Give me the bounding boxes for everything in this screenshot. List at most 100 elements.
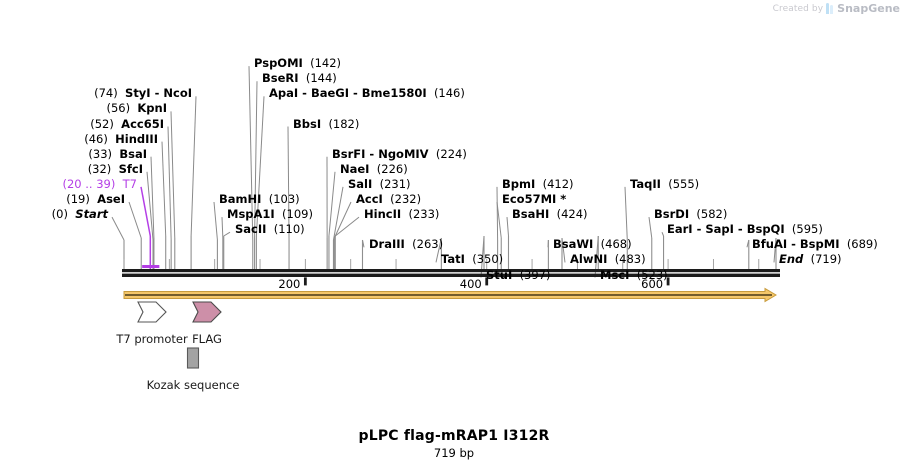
site-label-bsrdi: BsrDI (582) [654,208,727,220]
leader-line-bbsi [287,126,290,241]
snapgene-logo-icon [826,3,834,14]
site-name: AlwNI [570,252,608,267]
leader-line-bamhi [213,201,218,241]
site-label-bsawi: BsaWI (468) [553,238,632,250]
site-position: (46) [84,131,108,146]
site-label-styi: (74) StyI - NcoI [94,86,192,101]
site-name: StuI [486,267,513,282]
site-name: BfuAI [752,237,788,252]
site-label-end: End (719) [779,253,842,265]
leader-line-mspa1i [221,217,224,239]
ruler-bar [122,269,780,273]
site-position: (32) [87,161,112,176]
site-label-mspa1i: MspA1I (109) [227,208,313,220]
site-label-msci: MscI (523) [600,269,668,281]
feature-arrow-t7-promoter [137,301,167,323]
site-label-bpmi: BpmI (412) [502,178,574,190]
leader-line-hincii [334,216,360,237]
site-name: AseI [97,192,125,206]
site-position: (231) [379,176,411,191]
site-position: (20 .. 39) [62,176,116,191]
site-label-acci: AccI (232) [356,193,421,205]
ruler-bar-lower [122,273,780,277]
site-label-bfuai: BfuAI - BspMI (689) [752,237,878,252]
site-label-draiii: DraIII (263) [369,238,443,250]
site-name: MscI [600,267,630,282]
site-name: BsrDI [654,207,690,222]
site-name: BsaI [119,146,147,161]
site-name: NgoMIV [378,146,429,161]
site-position: (52) [90,116,114,131]
site-name: Bme1580I [361,86,427,101]
ruler-major-tick [485,277,489,286]
site-label-hindiii: (46) HindIII [84,133,158,145]
site-name: BspQI [746,222,785,237]
leader-line-tati [435,237,442,263]
site-label-stui: StuI (397) [486,269,551,281]
leader-line-t7 [140,186,152,237]
site-position: (103) [268,192,300,206]
site-name: HincII [364,207,402,222]
site-position: (523) [636,267,668,282]
feature-label-kozak-sequence: Kozak sequence [146,378,240,392]
site-name: EarI [667,222,693,237]
site-name: SapI [705,222,734,237]
site-position: (263) [412,237,444,252]
site-label-naei: NaeI (226) [340,163,408,175]
leader-lines-group [111,66,777,278]
site-position: (0) [51,207,68,222]
site-name: TaqII [630,176,661,191]
site-name: MspA1I [227,207,275,222]
leader-line-pspomi [248,66,254,241]
site-label-tati: TatI (350) [441,253,503,265]
leader-line-bseri [254,81,258,239]
site-name: SfcI [118,161,143,176]
leader-line-bpmi [496,186,499,241]
watermark-brand: SnapGene [837,2,900,15]
feature-label-flag: FLAG [192,332,222,346]
site-position: (226) [376,161,408,176]
feature-box-kozak-sequence [186,347,200,369]
site-position: (232) [390,192,422,206]
site-position: (719) [810,252,842,267]
site-name: DraIII [369,237,405,252]
sequence-length: 719 bp [433,446,475,460]
site-position: (110) [273,222,305,237]
site-position: (468) [600,237,632,252]
site-position: (412) [542,176,574,191]
site-label-eco57mi: Eco57MI * [502,193,566,205]
site-position: (109) [282,207,313,222]
site-name: BamHI [219,192,262,206]
site-position: (19) [66,192,90,206]
site-label-bsai: (33) BsaI [88,148,147,160]
site-position: (33) [88,146,113,161]
site-name: KpnI [137,101,167,116]
site-label-bseri: BseRI (144) [262,72,337,84]
site-name: HindIII [115,131,158,146]
site-position: (224) [435,146,467,161]
site-label-kpni: (56) KpnI [106,102,167,114]
site-position: (483) [614,252,646,267]
site-label-bbsi: BbsI (182) [293,118,359,130]
leader-line-bsrdi [648,217,653,239]
leader-line-sacii [223,231,231,237]
site-name: SacII [235,222,267,237]
site-position: (595) [791,222,823,237]
site-name: Eco57MI * [502,192,567,206]
site-name: BbsI [293,116,322,131]
site-name: TatI [441,252,465,267]
site-position: (146) [433,86,465,101]
site-name: BsaWI [553,237,594,252]
watermark-created-by: Created by [772,3,824,14]
leader-line-taqii [624,186,628,241]
t7-promoter-track-glyph [142,265,160,268]
site-name: NcoI [163,86,192,101]
leader-line-bsahi [506,217,509,237]
site-position: (689) [846,237,878,252]
site-name: StyI [125,86,151,101]
snapgene-watermark: Created by SnapGene [773,2,900,15]
leader-line-styi [190,96,197,237]
leader-line-eari [661,232,665,237]
site-name: NaeI [340,161,370,176]
